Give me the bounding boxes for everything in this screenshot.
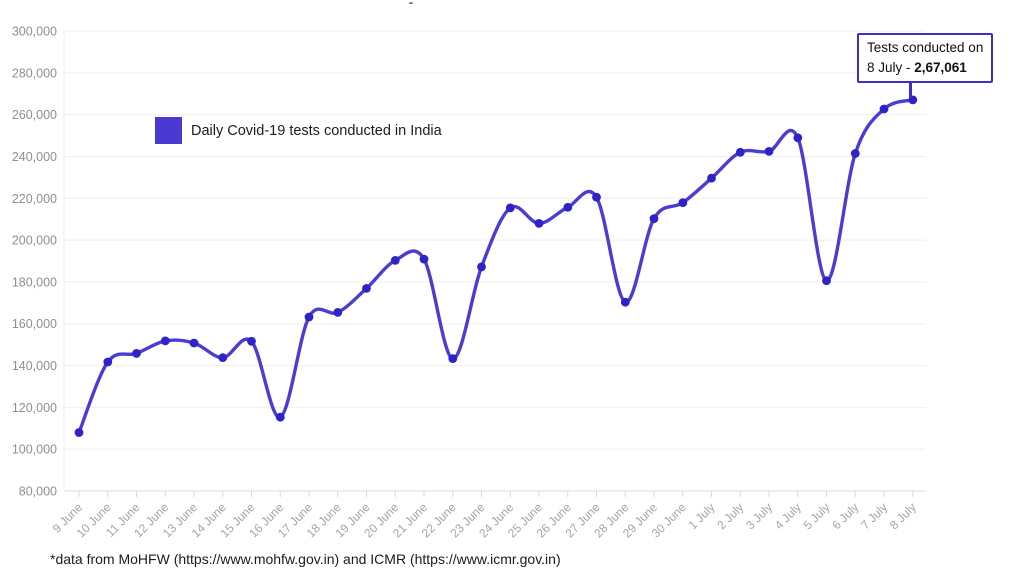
data-point-marker — [793, 133, 803, 143]
x-axis-label: 1 July — [686, 500, 718, 532]
data-point-marker — [247, 336, 256, 346]
data-point-marker — [103, 357, 113, 367]
annotation-line2: 8 July - 2,67,061 — [867, 58, 983, 78]
y-axis-label: 140,000 — [12, 359, 57, 373]
chart-title-dash: - — [408, 0, 414, 10]
y-axis-label: 100,000 — [12, 443, 57, 457]
legend-swatch-icon — [155, 117, 182, 144]
data-point-marker — [592, 192, 601, 202]
x-axis-label: 8 July — [887, 500, 919, 532]
data-point-marker — [160, 336, 170, 346]
x-axis-label: 3 July — [743, 500, 775, 532]
data-point-marker — [505, 203, 515, 213]
data-point-marker — [534, 219, 544, 228]
y-axis-label: 220,000 — [12, 192, 57, 206]
y-axis-label: 260,000 — [12, 108, 57, 122]
data-point-marker — [879, 104, 889, 114]
x-axis-label: 6 July — [829, 500, 861, 532]
y-axis-label: 120,000 — [12, 401, 57, 415]
data-point-marker — [419, 254, 429, 264]
data-point-marker — [764, 147, 774, 156]
data-point-marker — [132, 349, 141, 358]
annotation-value: 2,67,061 — [914, 59, 967, 75]
y-axis-label: 180,000 — [12, 275, 57, 289]
data-point-marker — [362, 284, 371, 293]
data-point-marker — [678, 198, 688, 208]
data-point-marker — [822, 276, 831, 286]
x-axis-label: 2 July — [714, 500, 746, 532]
series-line — [77, 98, 915, 435]
data-point-marker — [707, 173, 716, 183]
data-point-marker — [390, 256, 400, 265]
source-footer: *data from MoHFW (https://www.mohfw.gov.… — [50, 551, 561, 567]
data-point-marker — [74, 428, 84, 437]
annotation-line1: Tests conducted on — [867, 40, 984, 55]
legend-label: Daily Covid-19 tests conducted in India — [191, 122, 442, 139]
data-point-marker — [735, 147, 745, 157]
data-point-marker — [304, 312, 314, 322]
data-point-marker — [620, 297, 630, 307]
annotation-connector-line — [909, 77, 912, 97]
data-point-marker — [275, 412, 285, 422]
data-point-marker — [218, 353, 228, 362]
annotation-date: 8 July - — [867, 59, 915, 75]
data-point-marker — [333, 308, 343, 317]
x-axis-label: 4 July — [772, 500, 804, 532]
x-axis-label: 7 July — [858, 500, 890, 532]
data-point-marker — [563, 202, 573, 212]
y-axis-label: 160,000 — [12, 317, 57, 331]
data-point-marker — [850, 149, 860, 158]
legend: Daily Covid-19 tests conducted in India — [155, 117, 442, 144]
y-axis-label: 280,000 — [12, 66, 57, 80]
y-axis-label: 80,000 — [19, 485, 57, 499]
y-axis-label: 300,000 — [12, 25, 57, 39]
data-point-marker — [448, 354, 458, 363]
x-axis-label: 5 July — [801, 500, 833, 532]
y-axis-label: 240,000 — [12, 150, 57, 164]
data-point-marker — [477, 262, 486, 272]
y-axis-label: 200,000 — [12, 234, 57, 248]
data-point-marker — [908, 95, 918, 105]
data-point-marker — [189, 338, 199, 348]
annotation-box: Tests conducted on 8 July - 2,67,061 — [857, 33, 994, 84]
data-point-marker — [649, 214, 659, 224]
